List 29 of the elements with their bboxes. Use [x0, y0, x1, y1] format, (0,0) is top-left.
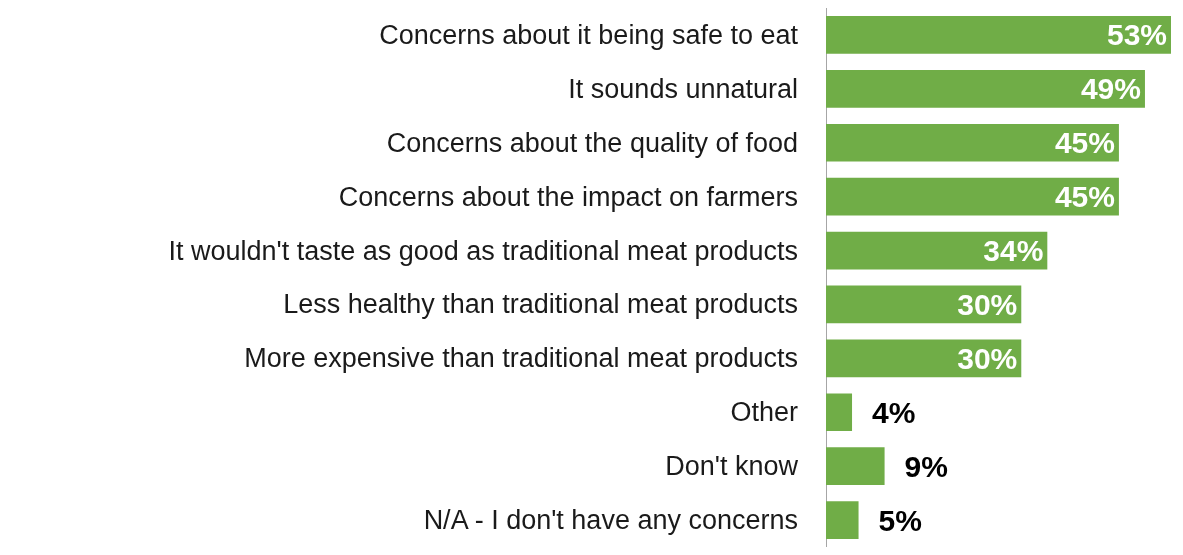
bar [826, 393, 853, 432]
y-tick-label: Other [730, 397, 798, 428]
bar [826, 16, 1171, 54]
data-label: 34% [983, 234, 1044, 268]
y-tick-label: Concerns about it being safe to eat [379, 19, 799, 50]
y-tick-label: Less healthy than traditional meat products [283, 289, 798, 320]
bar [826, 447, 885, 486]
y-tick-label: Concerns about the impact on farmers [338, 181, 798, 212]
bar [826, 501, 859, 539]
data-label: 4% [872, 395, 916, 429]
data-label: 45% [1054, 180, 1115, 214]
data-label: 45% [1054, 126, 1115, 160]
y-tick-label: N/A - I don't have any concerns [423, 505, 798, 536]
data-label: 53% [1106, 18, 1167, 52]
y-tick-label: It wouldn't taste as good as traditional meat products [168, 235, 798, 266]
y-tick-label: Concerns about the quality of food [386, 127, 798, 158]
bar [826, 123, 1119, 162]
y-tick-label: More expensive than traditional meat products [244, 343, 798, 374]
bar [826, 69, 1145, 108]
y-tick-label: Don't know [665, 451, 799, 482]
data-label: 30% [957, 341, 1018, 375]
bar [826, 177, 1119, 216]
data-label: 9% [904, 449, 948, 483]
data-label: 30% [957, 287, 1018, 321]
bar [826, 339, 1022, 378]
data-label: 49% [1080, 72, 1141, 106]
bar [826, 231, 1048, 270]
data-label: 5% [878, 503, 922, 537]
y-tick-label: It sounds unnatural [568, 73, 798, 104]
